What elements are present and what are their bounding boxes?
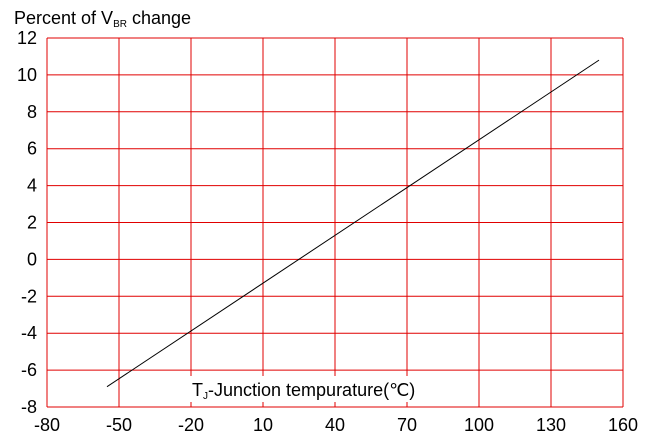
x-tick-labels: -80 -50 -20 10 40 70 100 130 160 (34, 415, 638, 435)
y-tick-label: 12 (17, 28, 37, 48)
y-tick-label: -4 (21, 323, 37, 343)
x-tick-label: 70 (397, 415, 417, 435)
series (106, 59, 600, 388)
x-tick-label: 40 (325, 415, 345, 435)
y-tick-label: 10 (17, 65, 37, 85)
x-tick-label: 160 (608, 415, 638, 435)
y-tick-label: -2 (21, 286, 37, 306)
x-tick-label: 10 (253, 415, 273, 435)
y-tick-label: 2 (27, 213, 37, 233)
y-axis-label: Percent of VBR change (14, 8, 191, 30)
x-tick-label: -20 (178, 415, 204, 435)
x-axis-label: TJ-Junction tempurature(℃) (192, 380, 415, 402)
y-tick-label: -8 (21, 397, 37, 417)
y-tick-labels: -8 -6 -4 -2 0 2 4 6 8 10 12 (17, 28, 37, 417)
y-tick-label: 0 (27, 249, 37, 269)
grid (46, 37, 624, 408)
y-tick-label: 6 (27, 139, 37, 159)
y-tick-label: 8 (27, 102, 37, 122)
y-tick-label: 4 (27, 176, 37, 196)
x-tick-label: -50 (106, 415, 132, 435)
x-axis-label-background (189, 376, 474, 402)
series-line-0 (106, 59, 600, 388)
x-tick-label: 100 (464, 415, 494, 435)
x-tick-label: 130 (536, 415, 566, 435)
y-tick-label: -6 (21, 360, 37, 380)
x-tick-label: -80 (34, 415, 60, 435)
